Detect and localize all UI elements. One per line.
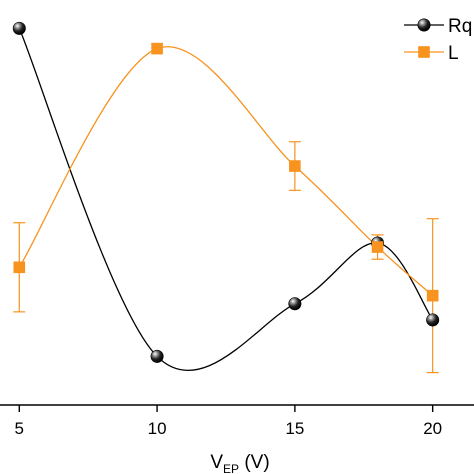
data-point-l-20	[426, 289, 439, 302]
legend-label-rq: Rq	[448, 16, 472, 37]
legend-label-l: L	[448, 43, 459, 64]
legend: Rq L	[404, 16, 472, 64]
data-point-l-15	[289, 160, 301, 172]
data-point-rq-10	[150, 349, 164, 363]
series-line-rq	[18, 28, 434, 372]
x-tick-label-15: 15	[285, 419, 304, 438]
x-axis-label: VEP (V)	[210, 452, 269, 474]
data-point-l-10	[151, 42, 163, 55]
x-tick-label-10: 10	[148, 419, 167, 438]
x-tick-label-20: 20	[423, 419, 442, 438]
data-point-l-5	[13, 261, 26, 274]
x-tick-label-5: 5	[15, 419, 24, 438]
data-points	[12, 21, 440, 363]
x-axis-label-main: V	[210, 452, 223, 473]
legend-entry-l: L	[404, 43, 459, 64]
data-point-l-18	[371, 241, 384, 253]
series-curves	[18, 28, 434, 372]
x-axis-ticks: 5 10 15 20	[15, 405, 442, 438]
x-axis-label-subscript: EP	[223, 462, 239, 474]
error-bars	[13, 141, 439, 374]
legend-marker-l	[418, 46, 430, 58]
x-axis-label-unit: (V)	[239, 452, 270, 473]
series-line-l	[18, 46, 434, 297]
data-point-rq-20	[426, 313, 440, 327]
legend-entry-rq: Rq	[404, 16, 472, 37]
data-point-rq-5	[12, 21, 26, 35]
data-point-rq-15	[288, 297, 302, 311]
legend-marker-rq	[417, 18, 431, 32]
